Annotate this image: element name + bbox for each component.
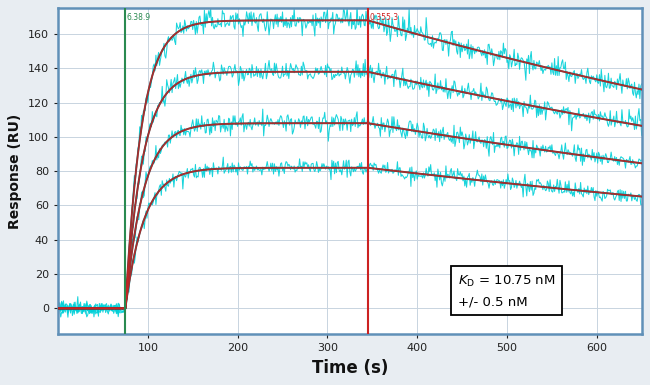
- X-axis label: Time (s): Time (s): [311, 359, 388, 377]
- Y-axis label: Response (RU): Response (RU): [8, 114, 22, 229]
- Text: 0.355.3: 0.355.3: [369, 13, 398, 22]
- Text: $\mathit{K}$$_\mathrm{D}$ = 10.75 nM
+/- 0.5 nM: $\mathit{K}$$_\mathrm{D}$ = 10.75 nM +/-…: [458, 274, 555, 308]
- Text: 6.38.9: 6.38.9: [127, 13, 151, 22]
